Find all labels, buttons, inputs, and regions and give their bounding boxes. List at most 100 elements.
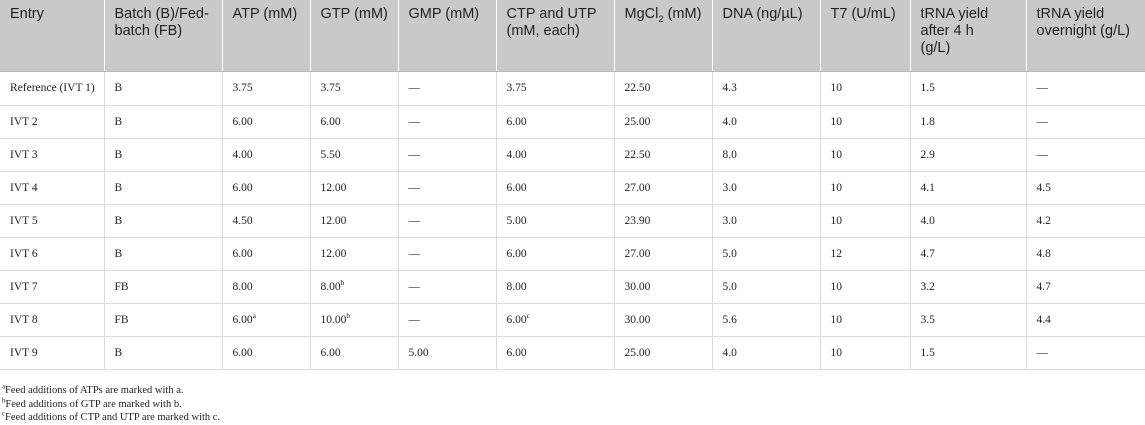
- cell-gtp: 5.50: [309, 138, 398, 172]
- feed-marker: a: [252, 310, 256, 320]
- cell-t7: 10: [819, 204, 910, 238]
- cell-atp: 6.00: [221, 171, 310, 205]
- cell-mg: 30.00: [613, 303, 712, 337]
- cell-gmp: —: [397, 303, 496, 337]
- cell-yon: —: [1025, 336, 1145, 370]
- cell-yon: 4.4: [1025, 303, 1145, 337]
- cell-yon: 4.5: [1025, 171, 1145, 205]
- cell-yon: —: [1025, 105, 1145, 139]
- cell-ctp: 8.00: [495, 270, 614, 304]
- cell-batch: B: [103, 138, 222, 172]
- cell-y4: 1.5: [909, 336, 1026, 370]
- cell-mg: 25.00: [613, 105, 712, 139]
- table-row: IVT 7 FB 8.00 8.00b —8.00 30.00 5.0 10 3.2 4.7: [0, 270, 1145, 304]
- cell-gtp: 3.75: [309, 71, 398, 106]
- cell-dna: 8.0: [711, 138, 820, 172]
- header-gmp: GMP (mM): [397, 0, 496, 72]
- header-yield-overnight: tRNA yield overnight (g/L): [1025, 0, 1145, 72]
- cell-y4: 1.8: [909, 105, 1026, 139]
- table-row: IVT 5 B 4.50 12.00—5.00 23.90 3.0 10 4.0 4.2: [0, 204, 1145, 238]
- cell-gmp: —: [397, 270, 496, 304]
- footnote: aFeed additions of ATPs are marked with …: [2, 383, 184, 396]
- cell-t7: 10: [819, 270, 910, 304]
- cell-yon: 4.7: [1025, 270, 1145, 304]
- results-table: Entry Batch (B)/Fed-batch (FB) ATP (mM) …: [0, 0, 1145, 370]
- cell-yon: —: [1025, 71, 1145, 106]
- header-ctp-utp: CTP and UTP (mM, each): [495, 0, 614, 72]
- cell-entry: IVT 5: [0, 204, 104, 238]
- cell-batch: FB: [103, 270, 222, 304]
- cell-yon: 4.2: [1025, 204, 1145, 238]
- cell-ctp: 6.00c: [495, 303, 614, 337]
- cell-atp: 3.75: [221, 71, 310, 106]
- cell-dna: 5.6: [711, 303, 820, 337]
- footnote: cFeed additions of CTP and UTP are marke…: [2, 410, 221, 423]
- header-gtp: GTP (mM): [309, 0, 398, 72]
- cell-y4: 1.5: [909, 71, 1026, 106]
- cell-t7: 12: [819, 237, 910, 271]
- cell-gmp: —: [397, 71, 496, 106]
- cell-batch: B: [103, 105, 222, 139]
- cell-gtp: 12.00: [309, 204, 398, 238]
- cell-t7: 10: [819, 336, 910, 370]
- cell-gtp: 8.00b: [309, 270, 398, 304]
- cell-gtp: 12.00: [309, 171, 398, 205]
- cell-dna: 3.0: [711, 204, 820, 238]
- cell-gmp: 5.00: [397, 336, 496, 370]
- cell-batch: B: [103, 171, 222, 205]
- header-mgcl2: MgCl2 (mM): [613, 0, 712, 72]
- table-row: IVT 3 B 4.00 5.50—4.00 22.50 8.0 10 2.9—: [0, 138, 1145, 172]
- cell-y4: 3.2: [909, 270, 1026, 304]
- cell-dna: 3.0: [711, 171, 820, 205]
- cell-ctp: 6.00: [495, 171, 614, 205]
- cell-atp: 8.00: [221, 270, 310, 304]
- table-row: IVT 4 B 6.00 12.00—6.00 27.00 3.0 10 4.1 4.5: [0, 171, 1145, 205]
- header-batch: Batch (B)/Fed-batch (FB): [103, 0, 222, 72]
- cell-gmp: —: [397, 237, 496, 271]
- feed-marker: b: [340, 277, 345, 287]
- cell-y4: 2.9: [909, 138, 1026, 172]
- cell-y4: 4.7: [909, 237, 1026, 271]
- cell-entry: IVT 6: [0, 237, 104, 271]
- cell-entry: IVT 8: [0, 303, 104, 337]
- header-t7: T7 (U/mL): [819, 0, 910, 72]
- header-yield-4h: tRNA yield after 4 h (g/L): [909, 0, 1026, 72]
- cell-mg: 25.00: [613, 336, 712, 370]
- cell-t7: 10: [819, 138, 910, 172]
- table-row: Reference (IVT 1) B 3.75 3.75—3.75 22.50 4.3 1…: [0, 71, 1145, 106]
- cell-mg: 22.50: [613, 138, 712, 172]
- footnotes: aFeed additions of ATPs are marked with …: [2, 384, 220, 425]
- footnote: bFeed additions of GTP are marked with b…: [2, 397, 182, 410]
- cell-y4: 4.1: [909, 171, 1026, 205]
- table-row: IVT 9 B 6.00 6.00 5.00 6.00 25.00 4.0 10 1.5—: [0, 336, 1145, 370]
- cell-atp: 6.00: [221, 336, 310, 370]
- cell-gmp: —: [397, 204, 496, 238]
- table-row: IVT 2 B 6.00 6.00—6.00 25.00 4.0 10 1.8—: [0, 105, 1145, 139]
- cell-batch: B: [103, 204, 222, 238]
- cell-t7: 10: [819, 105, 910, 139]
- cell-mg: 30.00: [613, 270, 712, 304]
- cell-yon: —: [1025, 138, 1145, 172]
- header-entry: Entry: [0, 0, 104, 72]
- cell-dna: 5.0: [711, 237, 820, 271]
- cell-dna: 4.0: [711, 105, 820, 139]
- table-row: IVT 6 B 6.00 12.00—6.00 27.00 5.0 12 4.7 4.8: [0, 237, 1145, 271]
- cell-mg: 27.00: [613, 237, 712, 271]
- cell-gtp: 6.00: [309, 336, 398, 370]
- header-row: Entry Batch (B)/Fed-batch (FB) ATP (mM) …: [0, 0, 1145, 72]
- cell-gtp: 6.00: [309, 105, 398, 139]
- cell-entry: IVT 4: [0, 171, 104, 205]
- cell-atp: 6.00: [221, 105, 310, 139]
- cell-ctp: 6.00: [495, 336, 614, 370]
- feed-marker: b: [346, 310, 351, 320]
- header-dna: DNA (ng/µL): [711, 0, 820, 72]
- cell-gmp: —: [397, 138, 496, 172]
- cell-atp: 4.50: [221, 204, 310, 238]
- header-atp: ATP (mM): [221, 0, 310, 72]
- cell-entry: IVT 2: [0, 105, 104, 139]
- cell-dna: 4.3: [711, 71, 820, 106]
- cell-gmp: —: [397, 171, 496, 205]
- cell-yon: 4.8: [1025, 237, 1145, 271]
- cell-ctp: 5.00: [495, 204, 614, 238]
- cell-entry: IVT 3: [0, 138, 104, 172]
